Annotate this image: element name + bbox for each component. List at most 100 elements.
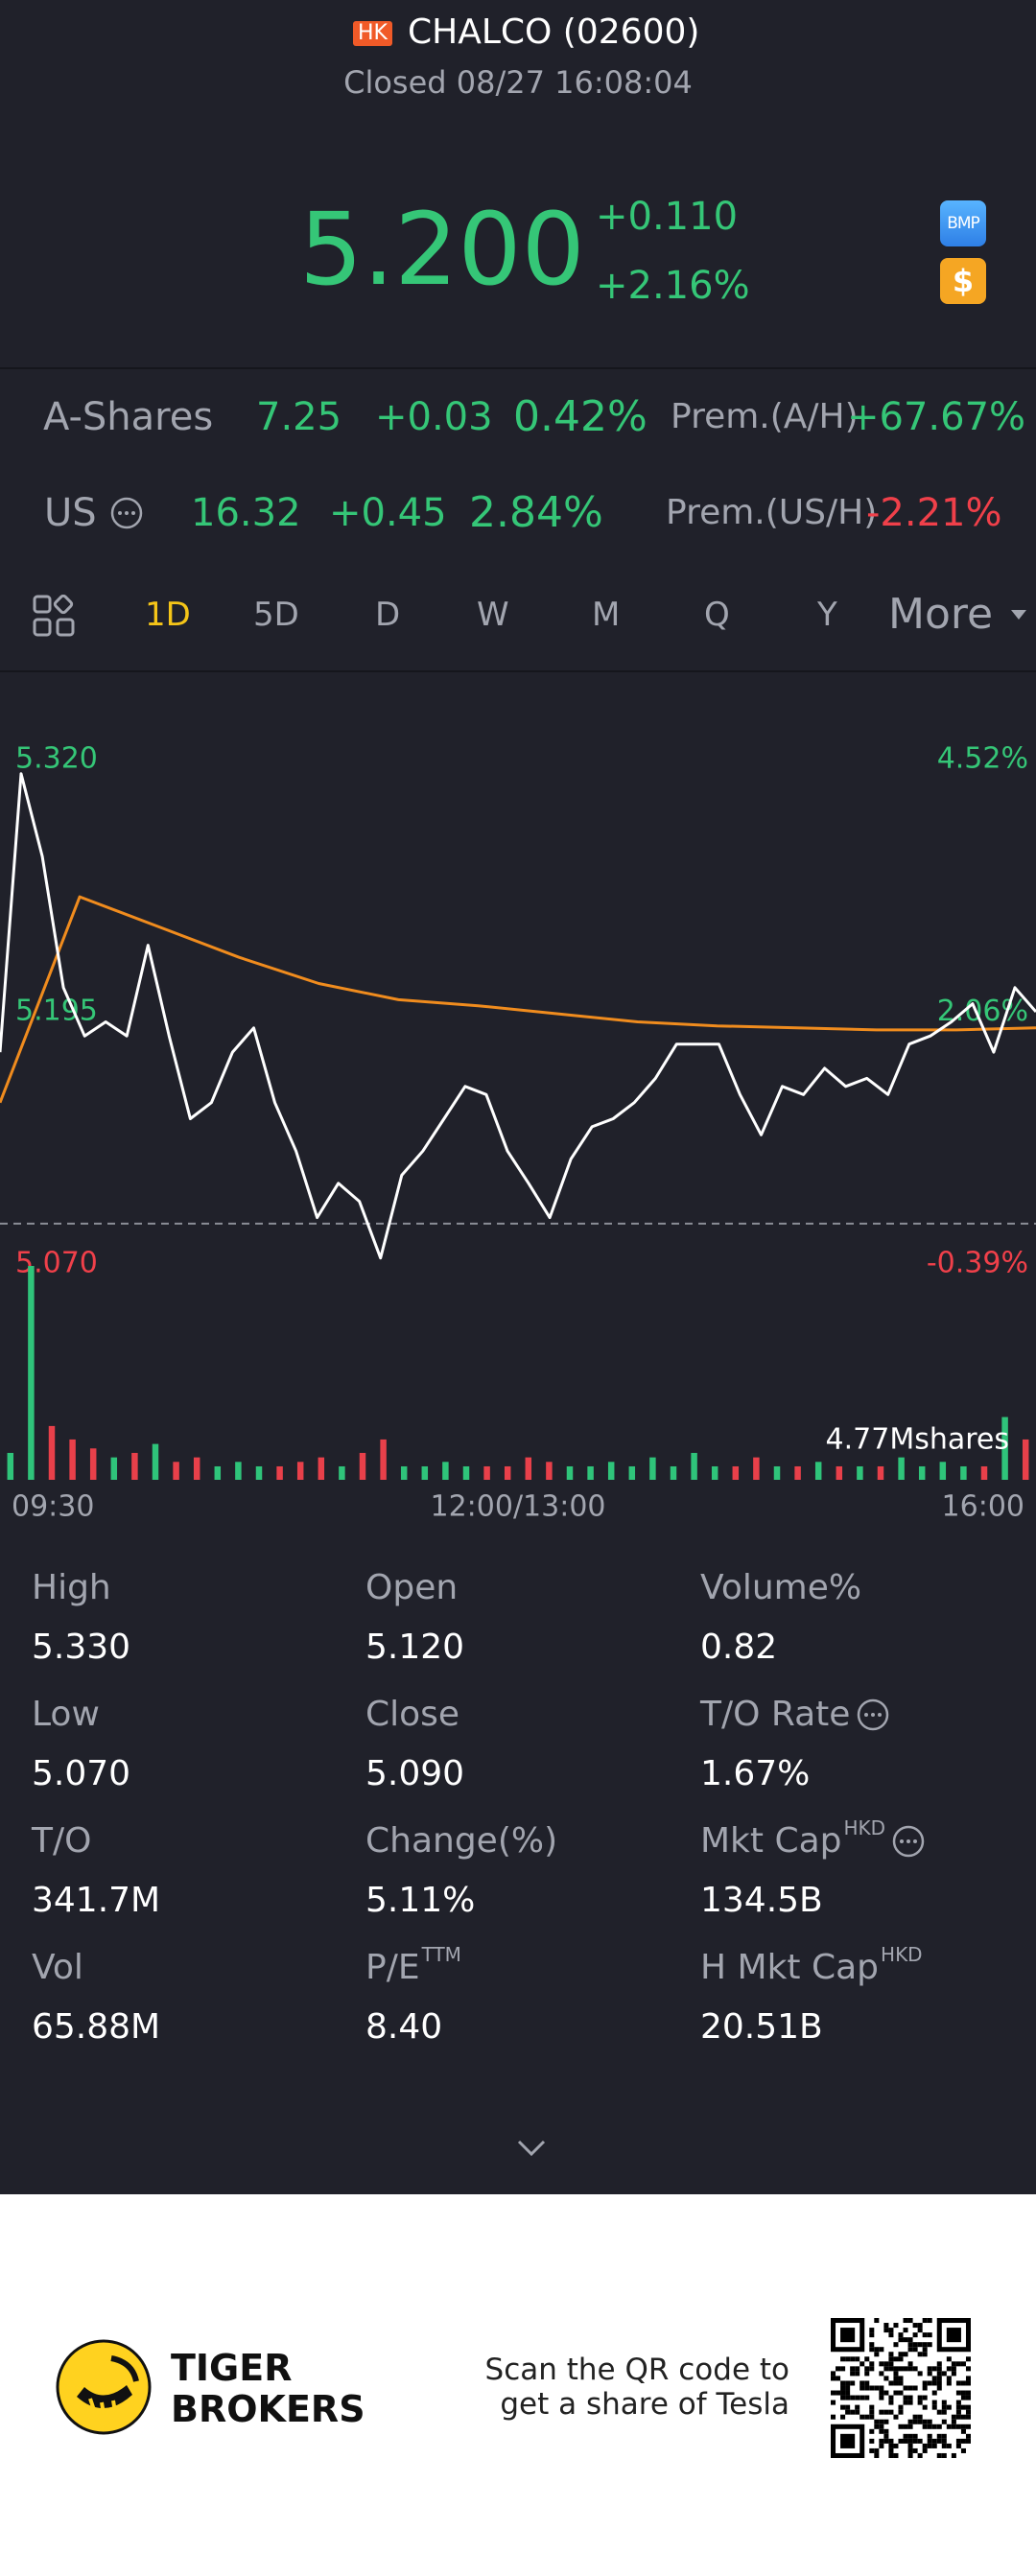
stat-label: Change(%) <box>365 1821 558 1861</box>
volume-bar <box>607 1462 615 1480</box>
qr-module <box>955 2443 961 2448</box>
stat-label: High <box>32 1568 111 1607</box>
volume-bar <box>421 1465 429 1480</box>
volume-bar <box>276 1465 283 1480</box>
market-change: +0.45 <box>329 491 447 535</box>
qr-module <box>941 2400 947 2405</box>
more-arrow[interactable] <box>1009 608 1028 621</box>
qr-module <box>893 2366 899 2372</box>
price-change-pct: +2.16% <box>596 264 750 308</box>
qr-module <box>946 2356 952 2362</box>
qr-module <box>831 2371 836 2377</box>
qr-module <box>903 2385 908 2391</box>
qr-module <box>831 2414 836 2420</box>
qr-module <box>936 2376 942 2381</box>
qr-module <box>864 2356 870 2362</box>
qr-module <box>936 2409 942 2415</box>
stat-label: T/O Rate <box>700 1695 851 1734</box>
volume-bar <box>877 1465 884 1480</box>
qr-module <box>936 2452 942 2458</box>
qr-module <box>874 2424 880 2429</box>
bmp-badge[interactable]: BMP <box>940 200 986 246</box>
stock-title[interactable]: CHALCO (02600) <box>408 12 700 52</box>
qr-module <box>883 2376 889 2381</box>
volume-bar <box>918 1465 926 1480</box>
qr-module <box>917 2323 923 2329</box>
qr-module <box>879 2428 884 2434</box>
volume-bar <box>152 1443 159 1480</box>
qr-module <box>936 2438 942 2444</box>
stat-value: 0.82 <box>700 1628 778 1667</box>
volume-bar <box>359 1452 366 1480</box>
period-tab[interactable]: 5D <box>253 596 299 634</box>
info-icon[interactable] <box>891 1824 926 1859</box>
qr-code <box>831 2318 971 2458</box>
stat-value: 134.5B <box>700 1881 823 1920</box>
qr-module <box>936 2371 942 2377</box>
qr-module <box>907 2361 913 2367</box>
qr-module <box>955 2400 961 2405</box>
info-icon[interactable] <box>109 496 144 530</box>
period-tab[interactable]: D <box>375 596 401 634</box>
period-tab[interactable]: More <box>888 590 994 639</box>
qr-module <box>893 2323 899 2329</box>
qr-module <box>912 2414 918 2420</box>
qr-module <box>941 2419 947 2424</box>
stat-value: 65.88M <box>32 2007 161 2047</box>
qr-module <box>874 2447 880 2453</box>
qr-module <box>898 2352 904 2357</box>
period-tab[interactable]: Y <box>817 596 837 634</box>
volume-bar <box>773 1465 781 1480</box>
qr-module <box>850 2409 856 2415</box>
qr-module <box>883 2361 889 2367</box>
qr-module <box>836 2376 841 2381</box>
stat-value: 8.40 <box>365 2007 443 2047</box>
period-tab[interactable]: M <box>592 596 621 634</box>
volume-bar <box>483 1465 490 1480</box>
expand-chevron[interactable] <box>516 2139 547 2158</box>
qr-module <box>936 2385 942 2391</box>
qr-module <box>903 2318 908 2324</box>
qr-module <box>917 2414 923 2420</box>
period-tab[interactable]: W <box>477 596 509 634</box>
period-tab[interactable]: Q <box>704 596 730 634</box>
volume-bar <box>753 1457 760 1480</box>
qr-module <box>917 2342 923 2348</box>
qr-module <box>965 2404 971 2410</box>
market-label: A-Shares <box>43 395 214 439</box>
qr-module <box>898 2356 904 2362</box>
volume-bar <box>814 1462 822 1480</box>
brand-line: TIGER <box>171 2347 293 2389</box>
qr-module <box>898 2404 904 2410</box>
qr-module <box>917 2328 923 2333</box>
volume-bar <box>898 1457 905 1480</box>
status: Closed 08/27 16:08:04 <box>343 64 693 101</box>
volume-bar <box>732 1465 740 1480</box>
qr-module <box>893 2376 899 2381</box>
qr-module <box>836 2366 841 2372</box>
qr-module <box>927 2443 932 2448</box>
volume-bar <box>939 1462 947 1480</box>
qr-module <box>850 2395 856 2400</box>
qr-module <box>907 2443 913 2448</box>
qr-module <box>922 2385 928 2391</box>
qr-module <box>922 2342 928 2348</box>
scan-text: get a share of Tesla <box>500 2387 789 2422</box>
qr-module <box>869 2438 875 2444</box>
qr-module <box>922 2395 928 2400</box>
qr-module <box>893 2342 899 2348</box>
volume-bar <box>131 1452 138 1480</box>
qr-module <box>907 2438 913 2444</box>
y2-tick-label: -0.39% <box>927 1247 1028 1280</box>
grid-icon[interactable] <box>33 595 75 637</box>
qr-module <box>840 2380 846 2386</box>
qr-module <box>960 2424 966 2429</box>
price-line <box>0 772 1036 1260</box>
qr-module <box>907 2395 913 2400</box>
dollar-badge[interactable]: $ <box>940 258 986 304</box>
qr-module <box>859 2395 865 2400</box>
period-tab[interactable]: 1D <box>145 596 191 634</box>
qr-module <box>903 2328 908 2333</box>
info-icon[interactable] <box>856 1698 890 1732</box>
premium-value: -2.21% <box>866 491 1002 535</box>
